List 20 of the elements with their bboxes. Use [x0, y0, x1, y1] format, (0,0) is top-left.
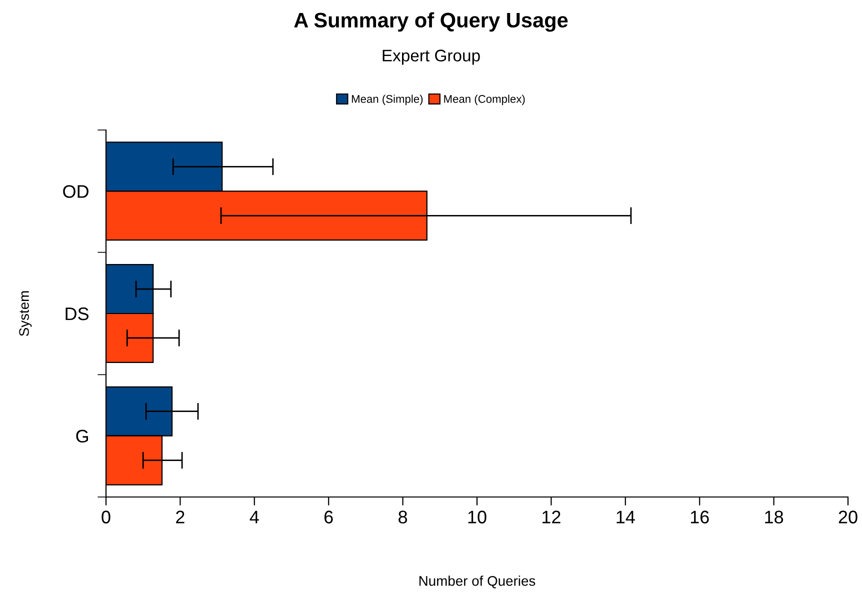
y-tick-label: OD [63, 185, 88, 198]
x-tick-label: 20 [838, 510, 858, 524]
y-axis-title: System [19, 291, 32, 336]
y-tick-label: DS [66, 307, 89, 320]
x-tick-label: 16 [690, 510, 709, 524]
x-tick-label: 18 [765, 510, 784, 524]
x-tick-label: 2 [176, 510, 184, 524]
x-tick-label: 10 [468, 510, 486, 524]
x-tick-label: 8 [398, 510, 408, 524]
x-tick-label: 4 [250, 510, 259, 524]
x-axis-title: Number of Queries [419, 576, 536, 588]
chart-title: A Summary of Query Usage [294, 12, 568, 32]
legend-label: Mean (Complex) [444, 94, 525, 106]
x-tick-label: 6 [324, 510, 333, 524]
chart-subtitle: Expert Group [382, 50, 480, 65]
y-tick-label: G [76, 430, 88, 443]
x-tick-label: 12 [542, 510, 560, 524]
x-tick-label: 14 [616, 510, 635, 524]
legend-label: Mean (Simple) [352, 94, 423, 106]
x-tick-label: 0 [102, 510, 110, 524]
